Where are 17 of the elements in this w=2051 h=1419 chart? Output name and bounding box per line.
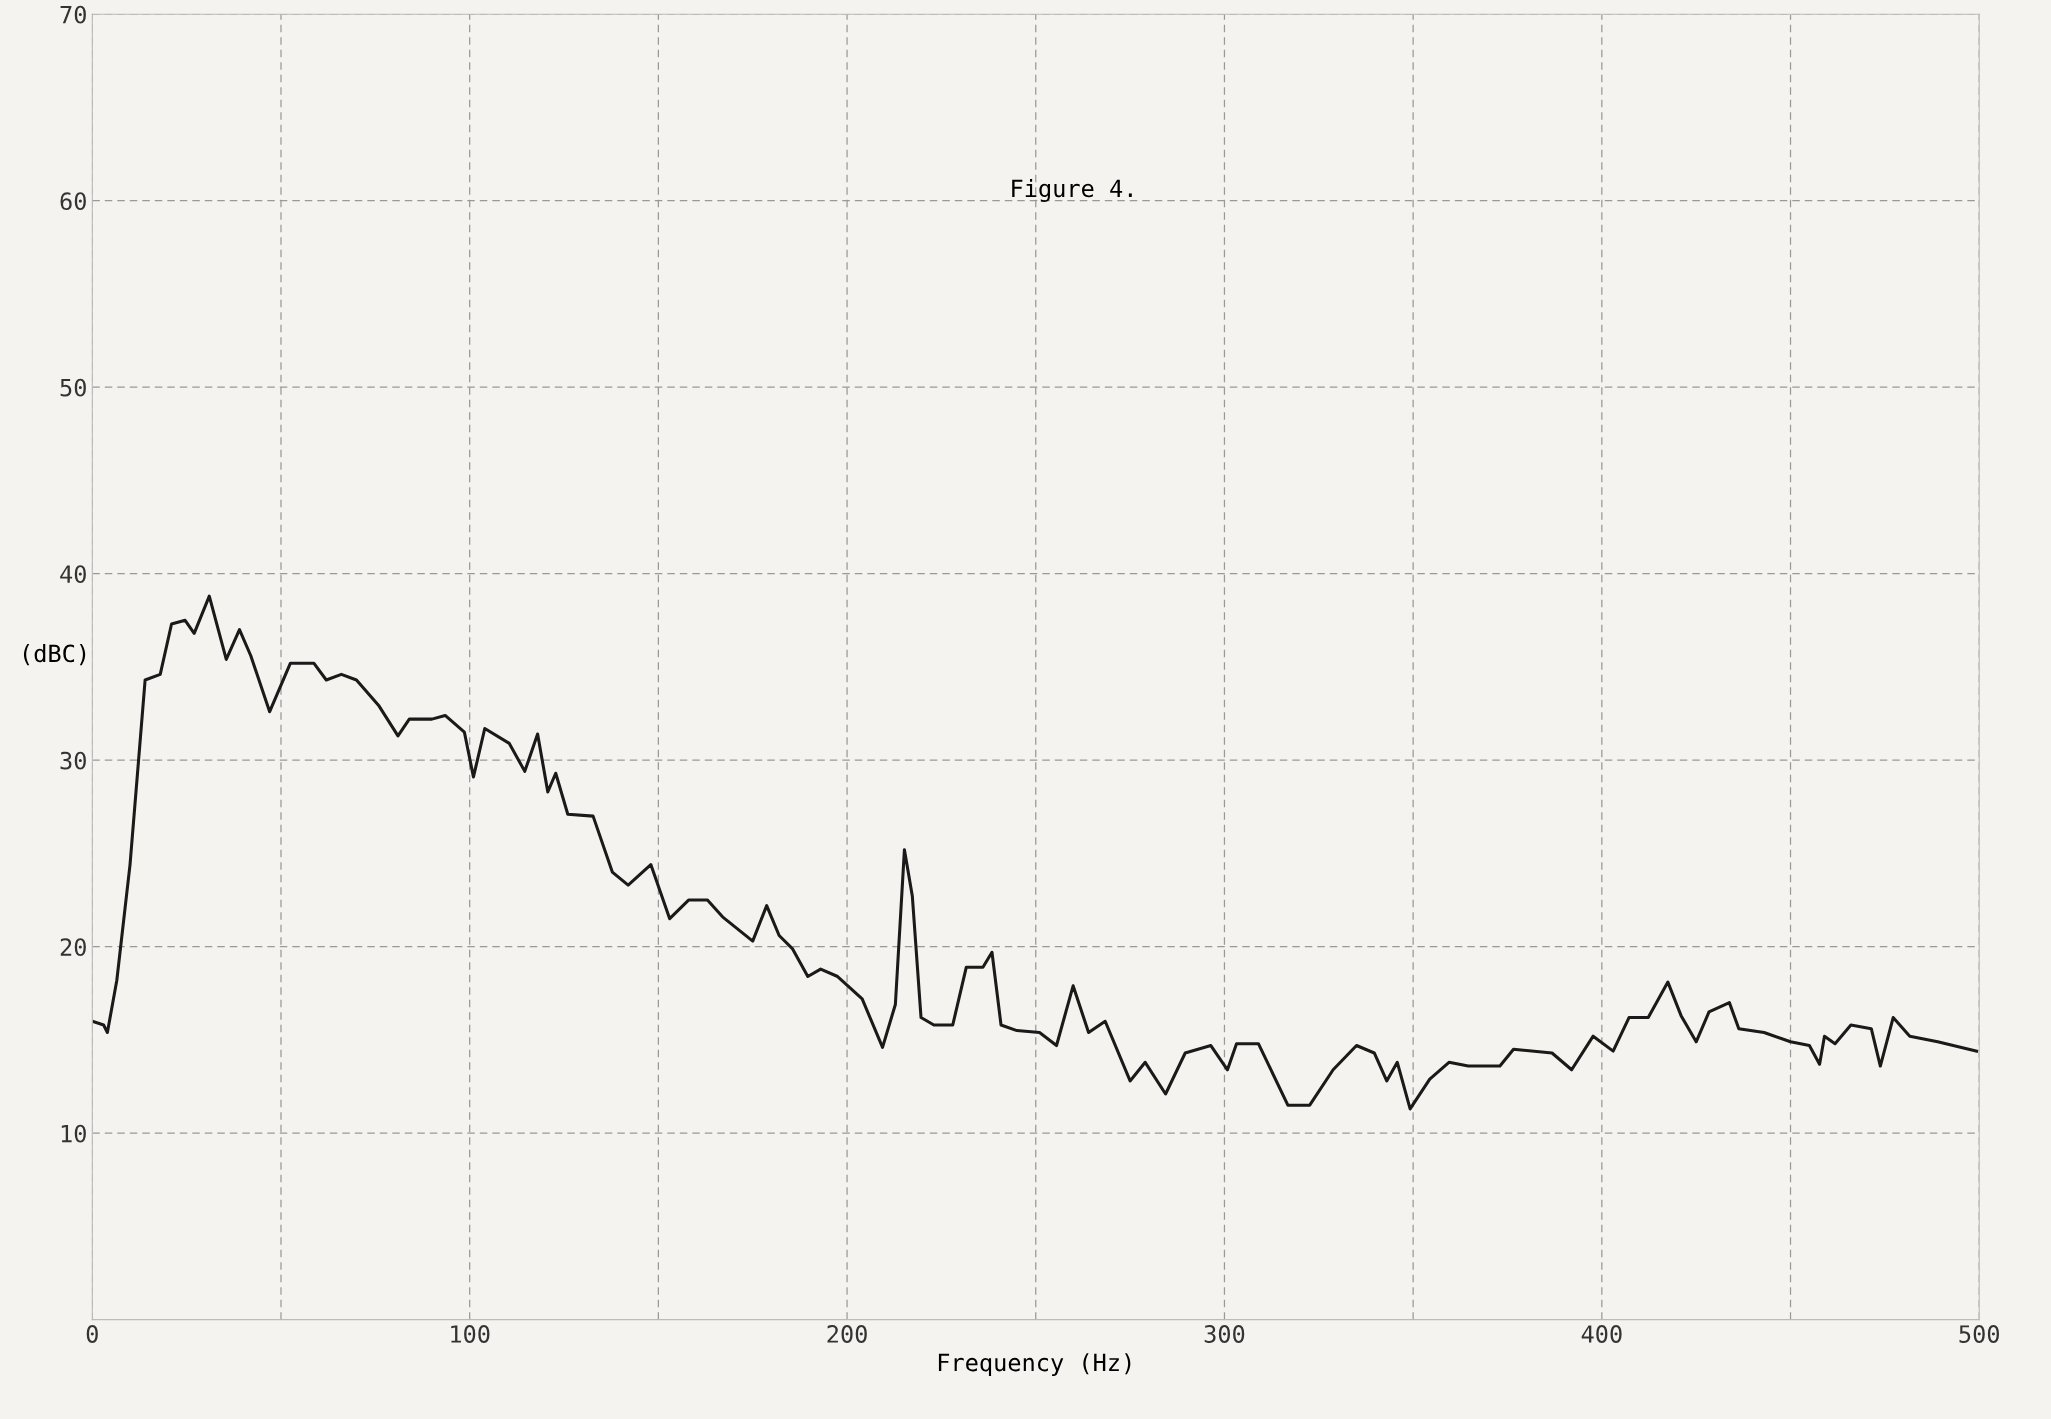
- y-tick-label: 70: [60, 5, 86, 24]
- y-tick-label: 50: [60, 378, 86, 397]
- y-tick-label: 10: [61, 1124, 86, 1143]
- y-tick-label: 40: [60, 565, 86, 584]
- y-axis-title: (dBC): [23, 644, 86, 666]
- text: Figure 4.: [1012, 179, 1132, 203]
- y-tick-label: 30: [60, 751, 86, 770]
- x-tick-label: 100: [451, 1325, 490, 1343]
- x-axis-title: Frequency (Hz): [938, 1353, 1131, 1377]
- x-tick-label: 400: [1581, 1325, 1622, 1343]
- x-tick-label: 0: [86, 1325, 98, 1343]
- line-series: [92, 594, 1979, 1111]
- y-tick-label: 20: [60, 938, 86, 957]
- x-tick-label: 300: [1204, 1325, 1245, 1343]
- x-tick-label: 200: [827, 1325, 867, 1343]
- x-tick-label: 500: [1959, 1325, 2000, 1343]
- y-tick-label: 60: [60, 192, 86, 211]
